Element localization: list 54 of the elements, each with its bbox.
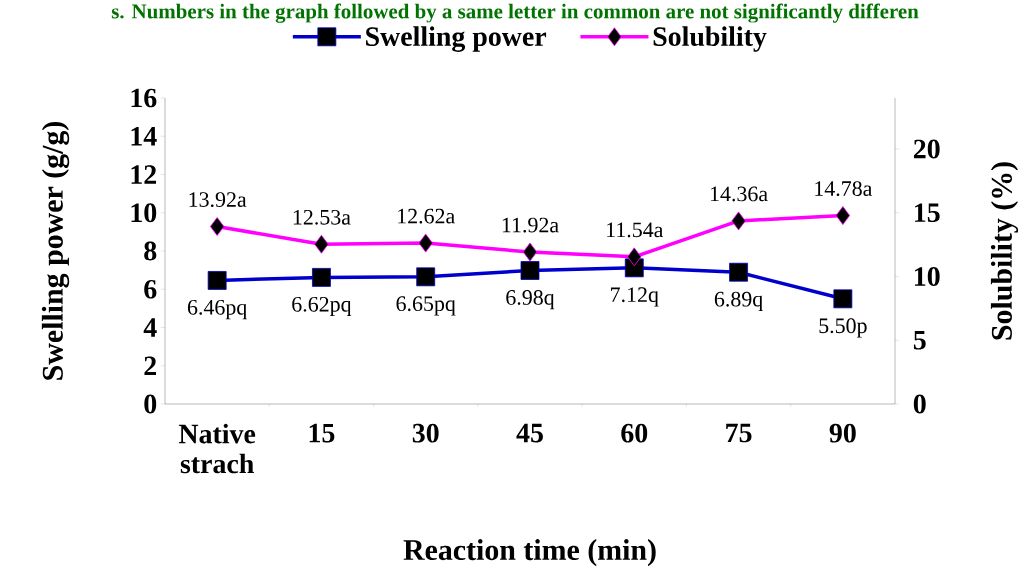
- point: [627, 247, 642, 267]
- point: [209, 217, 225, 236]
- point: [833, 289, 853, 309]
- point: [207, 271, 227, 290]
- point: [522, 242, 538, 262]
- y2-tick-label: 15: [915, 203, 940, 223]
- y2-tick-label: 20: [913, 139, 940, 159]
- data-label: 12.53a: [293, 209, 351, 225]
- x-tick-label: 15: [309, 423, 335, 443]
- y-tick-label: 16: [131, 88, 157, 108]
- data-label: 14.36a: [710, 186, 768, 202]
- x-tick-label: 60: [621, 423, 648, 443]
- y2-tick-label: 0: [913, 394, 926, 414]
- y-tick-label: 0: [144, 394, 157, 414]
- data-label: 6.98q: [506, 290, 555, 310]
- x-axis-title: Reaction time (min): [403, 539, 656, 567]
- y-axis-title: Swelling power (g/g): [41, 121, 70, 380]
- point: [314, 234, 329, 254]
- legend-label: Swelling power: [366, 26, 547, 52]
- y2-tick-label: 10: [915, 267, 940, 286]
- y-tick-label: 6: [144, 279, 157, 299]
- data-label: 6.46pq: [187, 299, 247, 320]
- y2-axis-title: Solubility (%): [990, 162, 1019, 340]
- y2-tick-label: 5: [913, 330, 926, 350]
- y-tick-label: 14: [131, 127, 157, 146]
- data-label: 6.65pq: [396, 296, 456, 316]
- x-tick-label: 30: [412, 423, 439, 443]
- y-tick-label: 4: [143, 318, 157, 337]
- point: [835, 206, 851, 225]
- point: [418, 233, 433, 253]
- y-tick-label: 8: [144, 241, 157, 261]
- x-tick-label: 75: [726, 423, 752, 443]
- point: [729, 262, 748, 282]
- legend-label: Solubility: [653, 26, 767, 52]
- point: [312, 267, 331, 287]
- x-tick-label: 45: [516, 423, 543, 443]
- data-label: 7.12q: [611, 287, 659, 307]
- y-tick-label: 10: [131, 203, 157, 223]
- point: [416, 267, 436, 287]
- text: s. Numbers in the graph followed by a same letter in common are not significantly differen: [111, 3, 919, 23]
- x-tick-label: Native strach: [178, 423, 256, 474]
- data-label: 6.89q: [714, 291, 763, 311]
- y-tick-label: 2: [144, 356, 157, 375]
- data-label: 12.62a: [398, 208, 455, 224]
- data-label: 14.78a: [815, 181, 873, 197]
- y-tick-label: 12: [131, 165, 157, 184]
- point: [520, 261, 540, 280]
- data-label: 11.54a: [607, 222, 664, 238]
- data-label: 5.50p: [819, 318, 867, 338]
- data-label: 6.62pq: [292, 296, 352, 317]
- point: [731, 211, 746, 231]
- data-label: 13.92a: [189, 192, 247, 207]
- data-label: 11.92a: [502, 217, 559, 233]
- x-tick-label: 90: [829, 423, 856, 443]
